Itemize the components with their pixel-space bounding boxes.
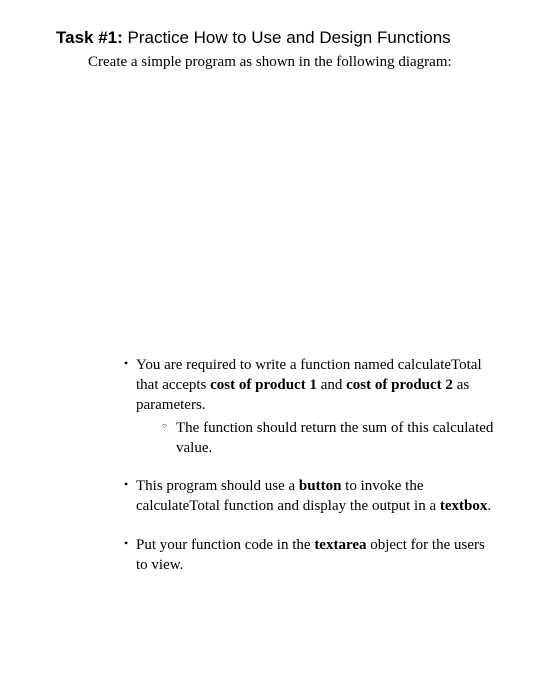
bullet-item: Put your function code in the textarea o… xyxy=(124,535,494,576)
task-title: Practice How to Use and Design Functions xyxy=(128,28,451,47)
bullet-text: Put your function code in the textarea o… xyxy=(136,537,485,573)
task-label: Task #1: xyxy=(56,28,123,47)
task-heading: Task #1: Practice How to Use and Design … xyxy=(56,26,494,50)
bullet-text: You are required to write a function nam… xyxy=(136,357,482,414)
bullet-item: You are required to write a function nam… xyxy=(124,355,494,458)
sub-bullet-item: The function should return the sum of th… xyxy=(162,418,494,459)
bullet-list: You are required to write a function nam… xyxy=(124,355,494,575)
bullet-text: This program should use a button to invo… xyxy=(136,478,491,514)
sub-bullet-list: The function should return the sum of th… xyxy=(162,418,494,459)
sub-bullet-text: The function should return the sum of th… xyxy=(176,420,493,456)
bullet-item: This program should use a button to invo… xyxy=(124,476,494,517)
diagram-placeholder xyxy=(56,83,494,355)
instruction-text: Create a simple program as shown in the … xyxy=(88,52,494,73)
